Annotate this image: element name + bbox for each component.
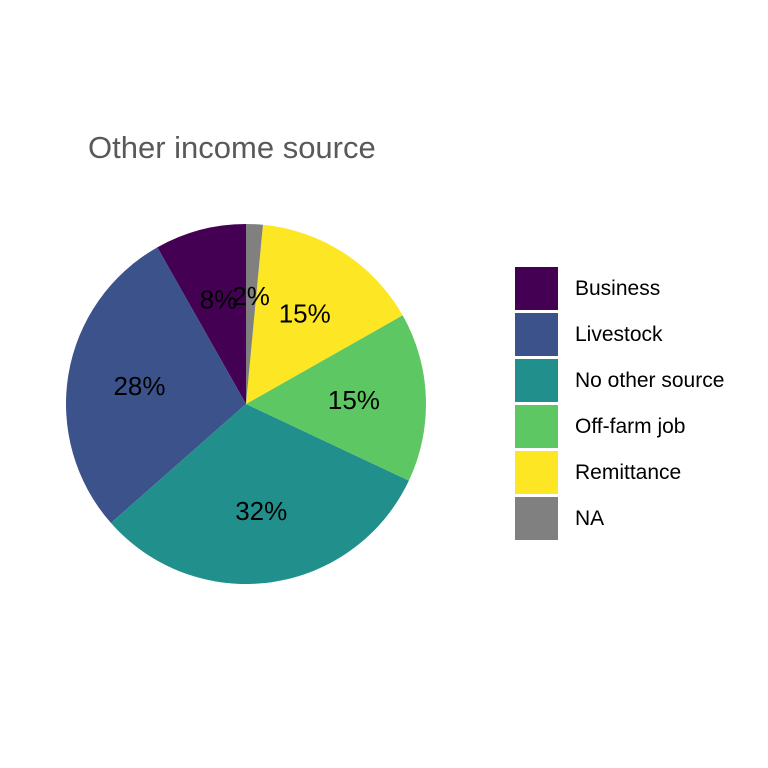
- legend-swatch-business: [515, 267, 558, 310]
- pie-slice-livestock: [65, 247, 247, 524]
- legend-label-business: Business: [575, 277, 660, 300]
- slice-label-livestock: 28%: [113, 371, 165, 401]
- legend-swatch-na: [515, 497, 558, 540]
- pie-slice-business: [157, 224, 246, 404]
- legend-label-off-farm-job: Off-farm job: [575, 415, 685, 438]
- pie-slice-labels: 8% 28% 32% 15% 15% 2%: [113, 281, 379, 526]
- chart-title: Other income source: [88, 130, 376, 165]
- slice-label-business: 8%: [200, 285, 238, 315]
- legend-swatch-remittance: [515, 451, 558, 494]
- slice-label-off-farm-job: 15%: [328, 385, 380, 415]
- legend-label-remittance: Remittance: [575, 461, 681, 484]
- pie-slice-no-other-source: [110, 404, 409, 584]
- legend-swatch-off-farm-job: [515, 405, 558, 448]
- pie-slice-off-farm-job: [246, 315, 426, 481]
- slice-label-remittance: 15%: [279, 298, 331, 328]
- legend-label-livestock: Livestock: [575, 323, 663, 346]
- legend-label-na: NA: [575, 507, 604, 530]
- pie-slice-remittance: [246, 224, 403, 404]
- legend-swatch-livestock: [515, 313, 558, 356]
- legend: Business Livestock No other source Off-farm…: [515, 267, 724, 540]
- slice-label-no-other-source: 32%: [235, 496, 287, 526]
- pie-slice-na: [246, 224, 263, 404]
- pie-slices: [65, 224, 426, 584]
- slice-label-na: 2%: [232, 281, 270, 311]
- legend-label-no-other-source: No other source: [575, 369, 724, 392]
- legend-swatch-no-other-source: [515, 359, 558, 402]
